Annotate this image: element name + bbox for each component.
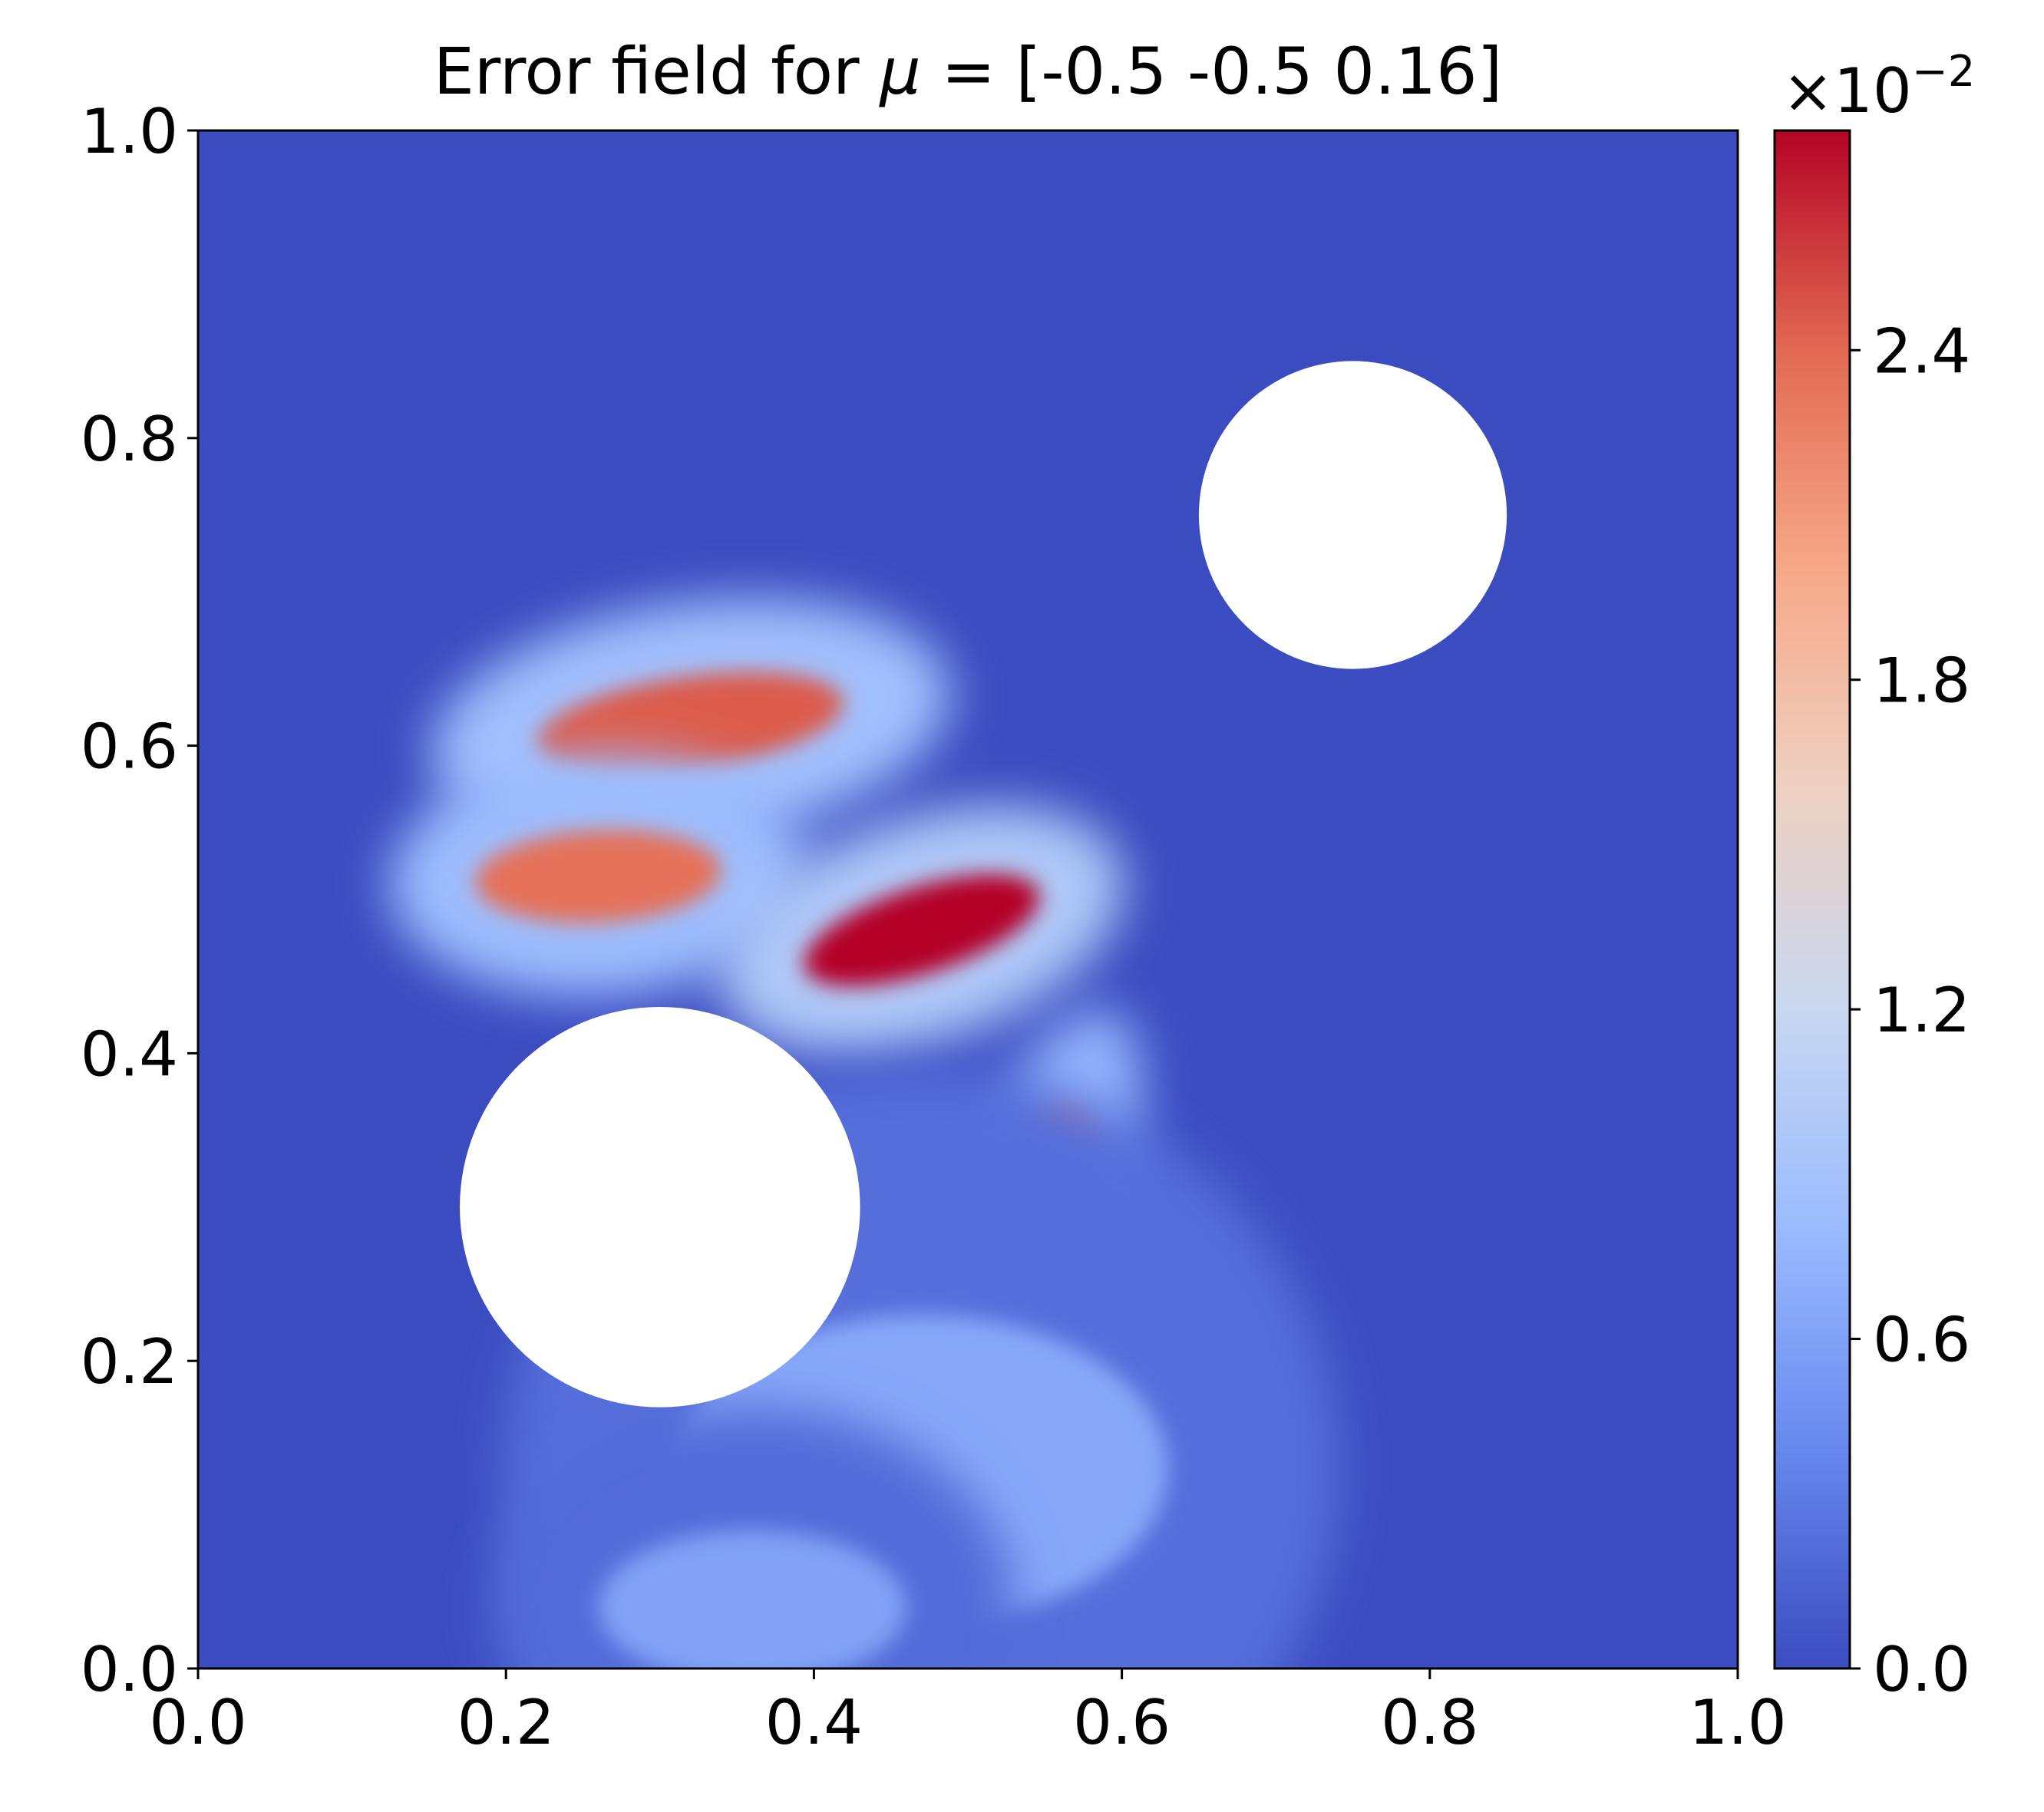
x-axis: 0.0 0.2 0.4 0.6 0.8 1.0 — [149, 1668, 1787, 1758]
colorbar-axis: 0.0 0.6 1.2 1.8 2.4 — [1850, 315, 1970, 1705]
x-tick-label: 0.6 — [1073, 1687, 1171, 1758]
x-tick-label: 0.0 — [149, 1687, 246, 1758]
error-region-core — [538, 672, 844, 774]
x-tick-label: 0.4 — [765, 1687, 863, 1758]
colorbar-tick-label: 1.8 — [1873, 645, 1970, 717]
colorbar-multiplier-exponent: −2 — [1912, 47, 1976, 97]
y-tick-label: 0.0 — [81, 1634, 178, 1705]
colorbar-multiplier: ×10−2 — [1782, 47, 1975, 127]
error-region-core — [598, 1530, 906, 1668]
chart-title: Error field for μ = [-0.5 -0.5 0.16] — [434, 34, 1503, 109]
error-region — [388, 756, 808, 997]
y-tick-label: 0.2 — [81, 1326, 178, 1398]
y-tick-label: 0.8 — [81, 404, 178, 475]
colorbar-multiplier-base: ×10 — [1782, 55, 1912, 127]
x-tick-label: 0.8 — [1381, 1687, 1478, 1758]
x-tick-label: 1.0 — [1689, 1687, 1786, 1758]
y-tick-label: 0.6 — [81, 711, 178, 783]
title-mu-symbol: μ — [878, 34, 920, 109]
error-region — [490, 1407, 1015, 1668]
domain-holes — [460, 361, 1507, 1408]
domain-hole — [1198, 361, 1507, 669]
y-tick-label: 0.4 — [81, 1018, 178, 1090]
domain-hole — [460, 1007, 860, 1408]
colorbar-tick-label: 2.4 — [1873, 315, 1970, 387]
title-suffix: = [-0.5 -0.5 0.16] — [921, 34, 1503, 109]
colorbar-tick-label: 0.6 — [1873, 1305, 1970, 1376]
plot-frame — [196, 129, 1739, 1670]
x-tick-label: 0.2 — [457, 1687, 555, 1758]
error-region-core — [804, 874, 1040, 986]
error-regions — [388, 598, 1341, 1668]
heatmap-plot-area — [198, 130, 1738, 1668]
colorbar-tick-label: 0.0 — [1873, 1634, 1970, 1705]
error-region — [719, 805, 1124, 1055]
error-region-core — [475, 830, 722, 923]
y-tick-label: 1.0 — [81, 96, 178, 167]
colorbar-tick-label: 1.2 — [1873, 975, 1970, 1046]
colorbar — [1773, 129, 1851, 1670]
y-axis: 0.0 0.2 0.4 0.6 0.8 1.0 — [81, 96, 198, 1705]
title-prefix: Error field for — [434, 34, 880, 109]
